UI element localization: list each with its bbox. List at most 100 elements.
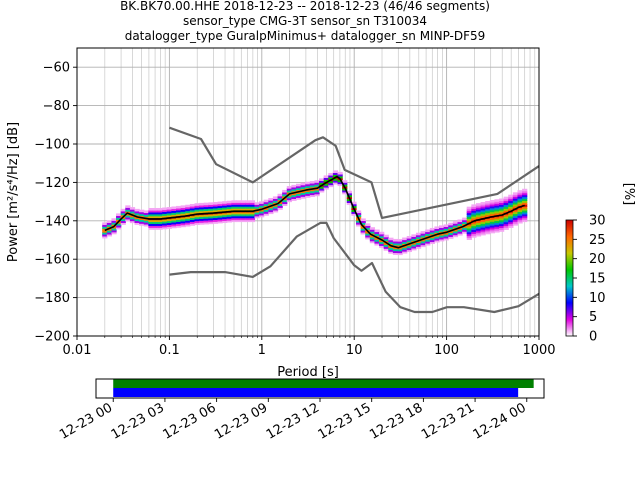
density-cell <box>296 187 302 191</box>
density-cell <box>212 219 219 222</box>
density-cell <box>499 204 505 207</box>
density-cell <box>369 240 376 244</box>
density-cell <box>254 209 260 213</box>
density-cell <box>185 206 191 210</box>
density-cell <box>102 235 108 239</box>
colorbar-tick-label: 0 <box>589 330 597 345</box>
density-cell <box>429 235 436 239</box>
density-cell <box>134 208 140 212</box>
density-cell <box>443 224 449 227</box>
density-cell <box>508 202 514 205</box>
density-cell <box>157 223 163 226</box>
density-cell <box>157 221 163 225</box>
density-cell <box>208 215 214 219</box>
density-cell <box>189 203 196 207</box>
density-cell <box>434 226 440 230</box>
density-cell <box>194 222 200 226</box>
density-cell <box>439 229 445 232</box>
density-cell <box>388 249 394 252</box>
density-cell <box>480 202 486 205</box>
density-cell <box>448 224 454 228</box>
density-cell <box>240 215 246 219</box>
density-cell <box>189 215 196 219</box>
density-cell <box>383 234 389 238</box>
density-cell <box>120 212 126 216</box>
density-cell <box>374 233 380 236</box>
density-cell <box>485 229 491 233</box>
density-cell <box>471 235 477 238</box>
density-cell <box>286 189 292 193</box>
density-cell <box>517 219 523 222</box>
density-cell <box>185 218 191 221</box>
density-cell <box>503 223 509 227</box>
density-cell <box>254 211 260 215</box>
density-cell <box>236 213 242 217</box>
density-cell <box>346 200 352 203</box>
density-cell <box>392 244 399 248</box>
density-cell <box>332 174 339 177</box>
density-cell <box>499 200 505 204</box>
density-cell <box>517 220 523 224</box>
coverage-bars <box>113 379 534 397</box>
density-cell <box>134 216 140 220</box>
density-cell <box>489 200 495 203</box>
density-cell <box>397 252 403 256</box>
density-cell <box>402 237 408 241</box>
density-cell <box>171 225 177 229</box>
density-cell <box>199 202 205 206</box>
density-cell <box>236 200 242 203</box>
x-tick-label: 0.1 <box>159 343 180 358</box>
density-cell <box>106 230 113 233</box>
density-cell <box>139 211 145 215</box>
density-cell <box>162 207 168 211</box>
density-cell <box>522 215 528 219</box>
density-cell <box>185 222 191 225</box>
density-cell <box>203 214 209 217</box>
density-cell <box>143 212 149 215</box>
density-cell <box>522 192 528 196</box>
density-cell <box>466 225 472 229</box>
density-cell <box>222 214 228 218</box>
density-cell <box>425 231 431 235</box>
density-cell <box>249 217 256 221</box>
density-cell <box>448 236 454 239</box>
density-cell <box>457 221 463 225</box>
density-cell <box>517 211 523 214</box>
density-cell <box>314 185 320 189</box>
density-cell <box>508 215 514 219</box>
density-cell <box>305 185 311 189</box>
density-cell <box>296 193 302 196</box>
density-cell <box>203 216 209 219</box>
density-cell <box>471 206 477 209</box>
colorbar-ticks: 0 5 10 15 20 25 30 <box>573 214 606 345</box>
density-cell <box>365 227 371 230</box>
density-cell <box>111 222 117 225</box>
density-cell <box>157 219 163 223</box>
density-cell <box>212 215 219 219</box>
density-cell <box>120 218 126 222</box>
density-cell <box>259 205 265 208</box>
density-cell <box>434 232 440 235</box>
density-cell <box>106 228 113 231</box>
density-cell <box>277 193 283 197</box>
density-cell <box>522 207 528 211</box>
density-cell <box>517 190 523 193</box>
density-cell <box>314 182 320 185</box>
density-cell <box>185 210 191 214</box>
density-cell <box>125 209 131 212</box>
density-cell <box>134 214 140 218</box>
density-cell <box>277 197 283 201</box>
density-cell <box>517 199 523 203</box>
density-cell <box>176 207 182 211</box>
density-cell <box>383 244 389 247</box>
density-cell <box>425 229 431 233</box>
density-cell <box>434 234 440 237</box>
density-cell <box>466 229 472 233</box>
density-cell <box>328 172 334 176</box>
colorbar-tick-label: 15 <box>589 272 606 287</box>
density-cell <box>240 207 246 211</box>
density-cell <box>102 233 108 237</box>
density-cell <box>365 232 371 236</box>
density-cell <box>208 208 214 211</box>
density-cell <box>475 224 482 227</box>
